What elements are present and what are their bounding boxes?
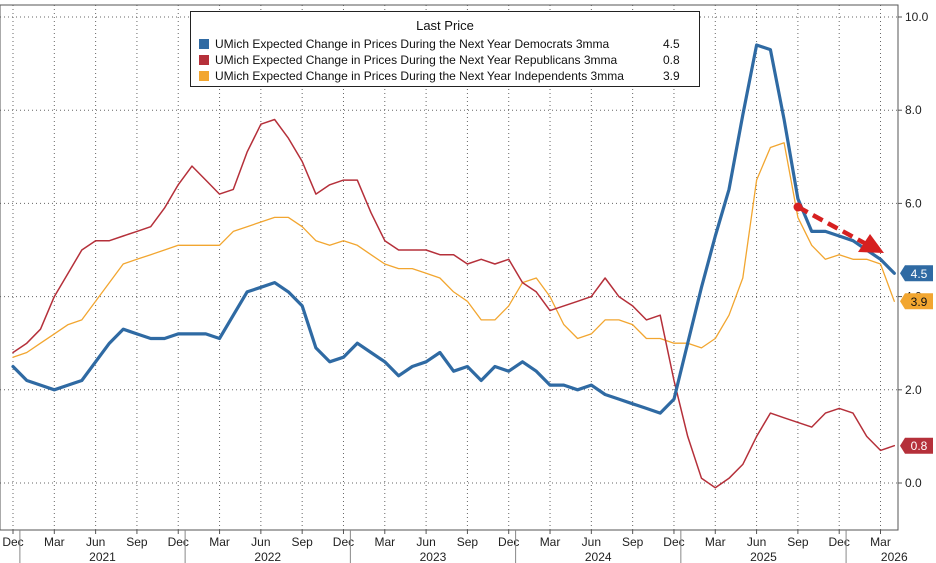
legend-entry-democrats: UMich Expected Change in Prices During t… [199, 36, 691, 52]
y-tick-label: 0.0 [905, 476, 922, 490]
badge-label: 3.9 [911, 295, 928, 309]
last-value-badges: 4.5 0.8 3.9 [900, 265, 933, 454]
legend-swatch-red [199, 55, 209, 65]
x-year-label: 2021 [89, 550, 116, 563]
arrow-shaft [796, 205, 870, 247]
series-lines [11, 43, 896, 489]
badge-shape [900, 293, 933, 310]
x-tick-label: Jun [582, 535, 601, 549]
legend-swatch-orange [199, 71, 209, 81]
x-tick-label: Dec [333, 535, 354, 549]
x-tick-label: Dec [2, 535, 23, 549]
legend-entry-republicans: UMich Expected Change in Prices During t… [199, 52, 691, 68]
series-line-republicans [12, 118, 896, 489]
legend: Last Price UMich Expected Change in Pric… [190, 11, 700, 87]
x-tick-label: Mar [870, 535, 891, 549]
last-value-badge-democrats: 4.5 [900, 265, 933, 282]
legend-label: UMich Expected Change in Prices During t… [215, 37, 610, 51]
arrow-head [858, 234, 884, 253]
x-year-label: 2023 [420, 550, 447, 563]
legend-last-value: 0.8 [663, 53, 680, 67]
y-tick-label: 8.0 [905, 103, 922, 117]
legend-label: UMich Expected Change in Prices During t… [215, 69, 624, 83]
x-tick-label: Dec [498, 535, 519, 549]
legend-title: Last Price [416, 18, 474, 33]
x-tick-label: Jun [747, 535, 766, 549]
axes: 0.02.04.06.08.010.0DecMarJunSepDecMarJun… [0, 4, 929, 563]
x-tick-label: Sep [126, 535, 148, 549]
legend-last-value: 3.9 [663, 69, 680, 83]
x-tick-label: Sep [291, 535, 313, 549]
x-tick-label: Jun [86, 535, 105, 549]
legend-entry-independents: UMich Expected Change in Prices During t… [199, 68, 691, 84]
x-tick-label: Mar [540, 535, 561, 549]
x-tick-label: Mar [209, 535, 230, 549]
badge-shape [900, 265, 933, 282]
series-line-democrats [11, 43, 896, 415]
x-tick-label: Sep [457, 535, 479, 549]
trend-arrow-annotation [793, 202, 884, 253]
legend-label: UMich Expected Change in Prices During t… [215, 53, 618, 67]
last-value-badge-independents: 3.9 [900, 293, 933, 310]
x-tick-label: Sep [787, 535, 809, 549]
badge-label: 4.5 [911, 267, 928, 281]
x-tick-label: Sep [622, 535, 644, 549]
x-year-label: 2024 [585, 550, 612, 563]
badge-shape [900, 437, 933, 454]
legend-last-value: 4.5 [663, 37, 680, 51]
x-tick-label: Jun [416, 535, 435, 549]
x-tick-label: Mar [374, 535, 395, 549]
legend-swatch-blue [199, 39, 209, 49]
x-tick-label: Dec [663, 535, 684, 549]
series-line-independents [12, 142, 895, 358]
x-year-label: 2025 [750, 550, 777, 563]
x-tick-label: Mar [44, 535, 65, 549]
x-tick-label: Dec [829, 535, 850, 549]
x-year-label: 2026 [881, 550, 908, 563]
plot-frame [0, 4, 899, 531]
x-year-label: 2022 [254, 550, 281, 563]
badge-label: 0.8 [911, 439, 928, 453]
x-tick-label: Dec [168, 535, 189, 549]
y-tick-label: 10.0 [905, 10, 929, 24]
y-tick-label: 2.0 [905, 383, 922, 397]
x-tick-label: Jun [251, 535, 270, 549]
y-tick-label: 6.0 [905, 196, 922, 210]
x-tick-label: Mar [705, 535, 726, 549]
last-value-badge-republicans: 0.8 [900, 437, 933, 454]
